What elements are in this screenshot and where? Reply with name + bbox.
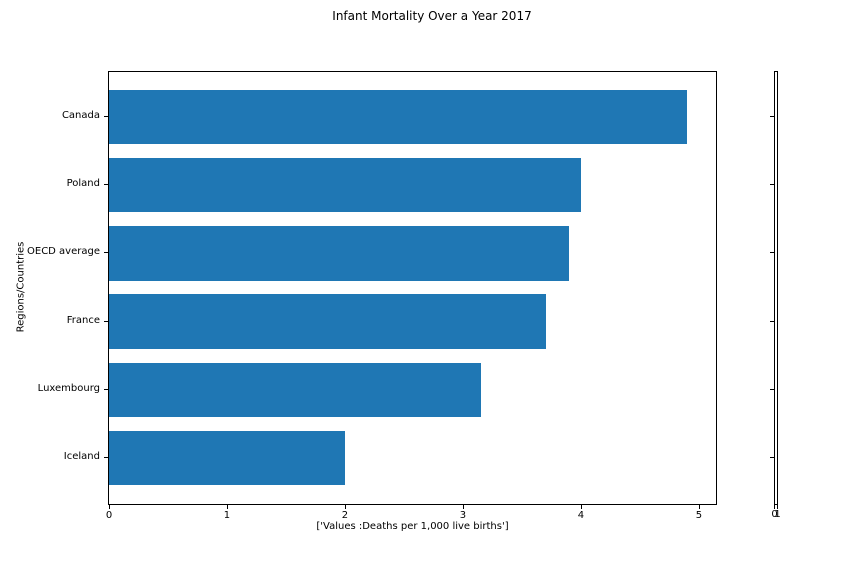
secondary-y-tick-mark xyxy=(770,388,774,390)
x-tick-label-5: 5 xyxy=(695,510,703,521)
bar-oecd-average xyxy=(109,226,570,281)
x-tick-mark xyxy=(344,505,346,509)
x-tick-label-0: 0 xyxy=(105,510,113,521)
x-tick-mark xyxy=(109,505,110,509)
bar-iceland xyxy=(109,430,345,486)
secondary-y-tick-mark xyxy=(770,320,774,322)
x-tick-mark xyxy=(226,505,228,509)
x-tick-label-4: 4 xyxy=(577,510,585,521)
x-tick-mark xyxy=(462,505,464,509)
y-tick-label-canada: Canada xyxy=(61,110,100,121)
y-tick-label-iceland: Iceland xyxy=(63,451,100,462)
y-tick-label-oecd-average: OECD average xyxy=(27,246,100,258)
y-tick-label-poland: Poland xyxy=(66,178,100,190)
x-tick-label-2: 2 xyxy=(341,510,349,521)
x-tick-mark xyxy=(580,505,582,509)
x-tick-mark xyxy=(698,505,700,509)
y-tick-mark xyxy=(104,184,108,186)
bar-canada xyxy=(109,89,688,145)
y-tick-mark xyxy=(104,457,108,458)
secondary-x-tick-mark xyxy=(774,505,775,509)
y-tick-label-luxembourg: Luxembourg xyxy=(37,382,100,394)
y-tick-mark xyxy=(104,388,108,390)
x-tick-label-1: 1 xyxy=(223,510,231,521)
x-axis-label: ['Values :Deaths per 1,000 live births'] xyxy=(316,521,509,532)
secondary-x-tick-mark xyxy=(777,505,778,509)
y-tick-mark xyxy=(104,116,108,117)
bar-luxembourg xyxy=(109,362,481,418)
chart-title: Infant Mortality Over a Year 2017 xyxy=(332,9,532,23)
secondary-y-tick-mark xyxy=(770,184,774,186)
y-tick-mark xyxy=(104,252,108,254)
secondary-y-tick-mark xyxy=(770,252,774,254)
bar-poland xyxy=(109,157,581,213)
x-tick-label-3: 3 xyxy=(459,510,467,521)
y-tick-mark xyxy=(104,320,108,322)
secondary-axis xyxy=(774,71,778,505)
secondary-y-tick-mark xyxy=(770,116,774,117)
secondary-x-tick-label-0: 0 xyxy=(771,509,778,520)
bar-france xyxy=(109,294,546,349)
secondary-x-tick-label-1: 1 xyxy=(774,509,781,520)
y-tick-label-france: France xyxy=(66,314,100,326)
secondary-y-tick-mark xyxy=(770,457,774,458)
plot-area xyxy=(108,71,717,505)
